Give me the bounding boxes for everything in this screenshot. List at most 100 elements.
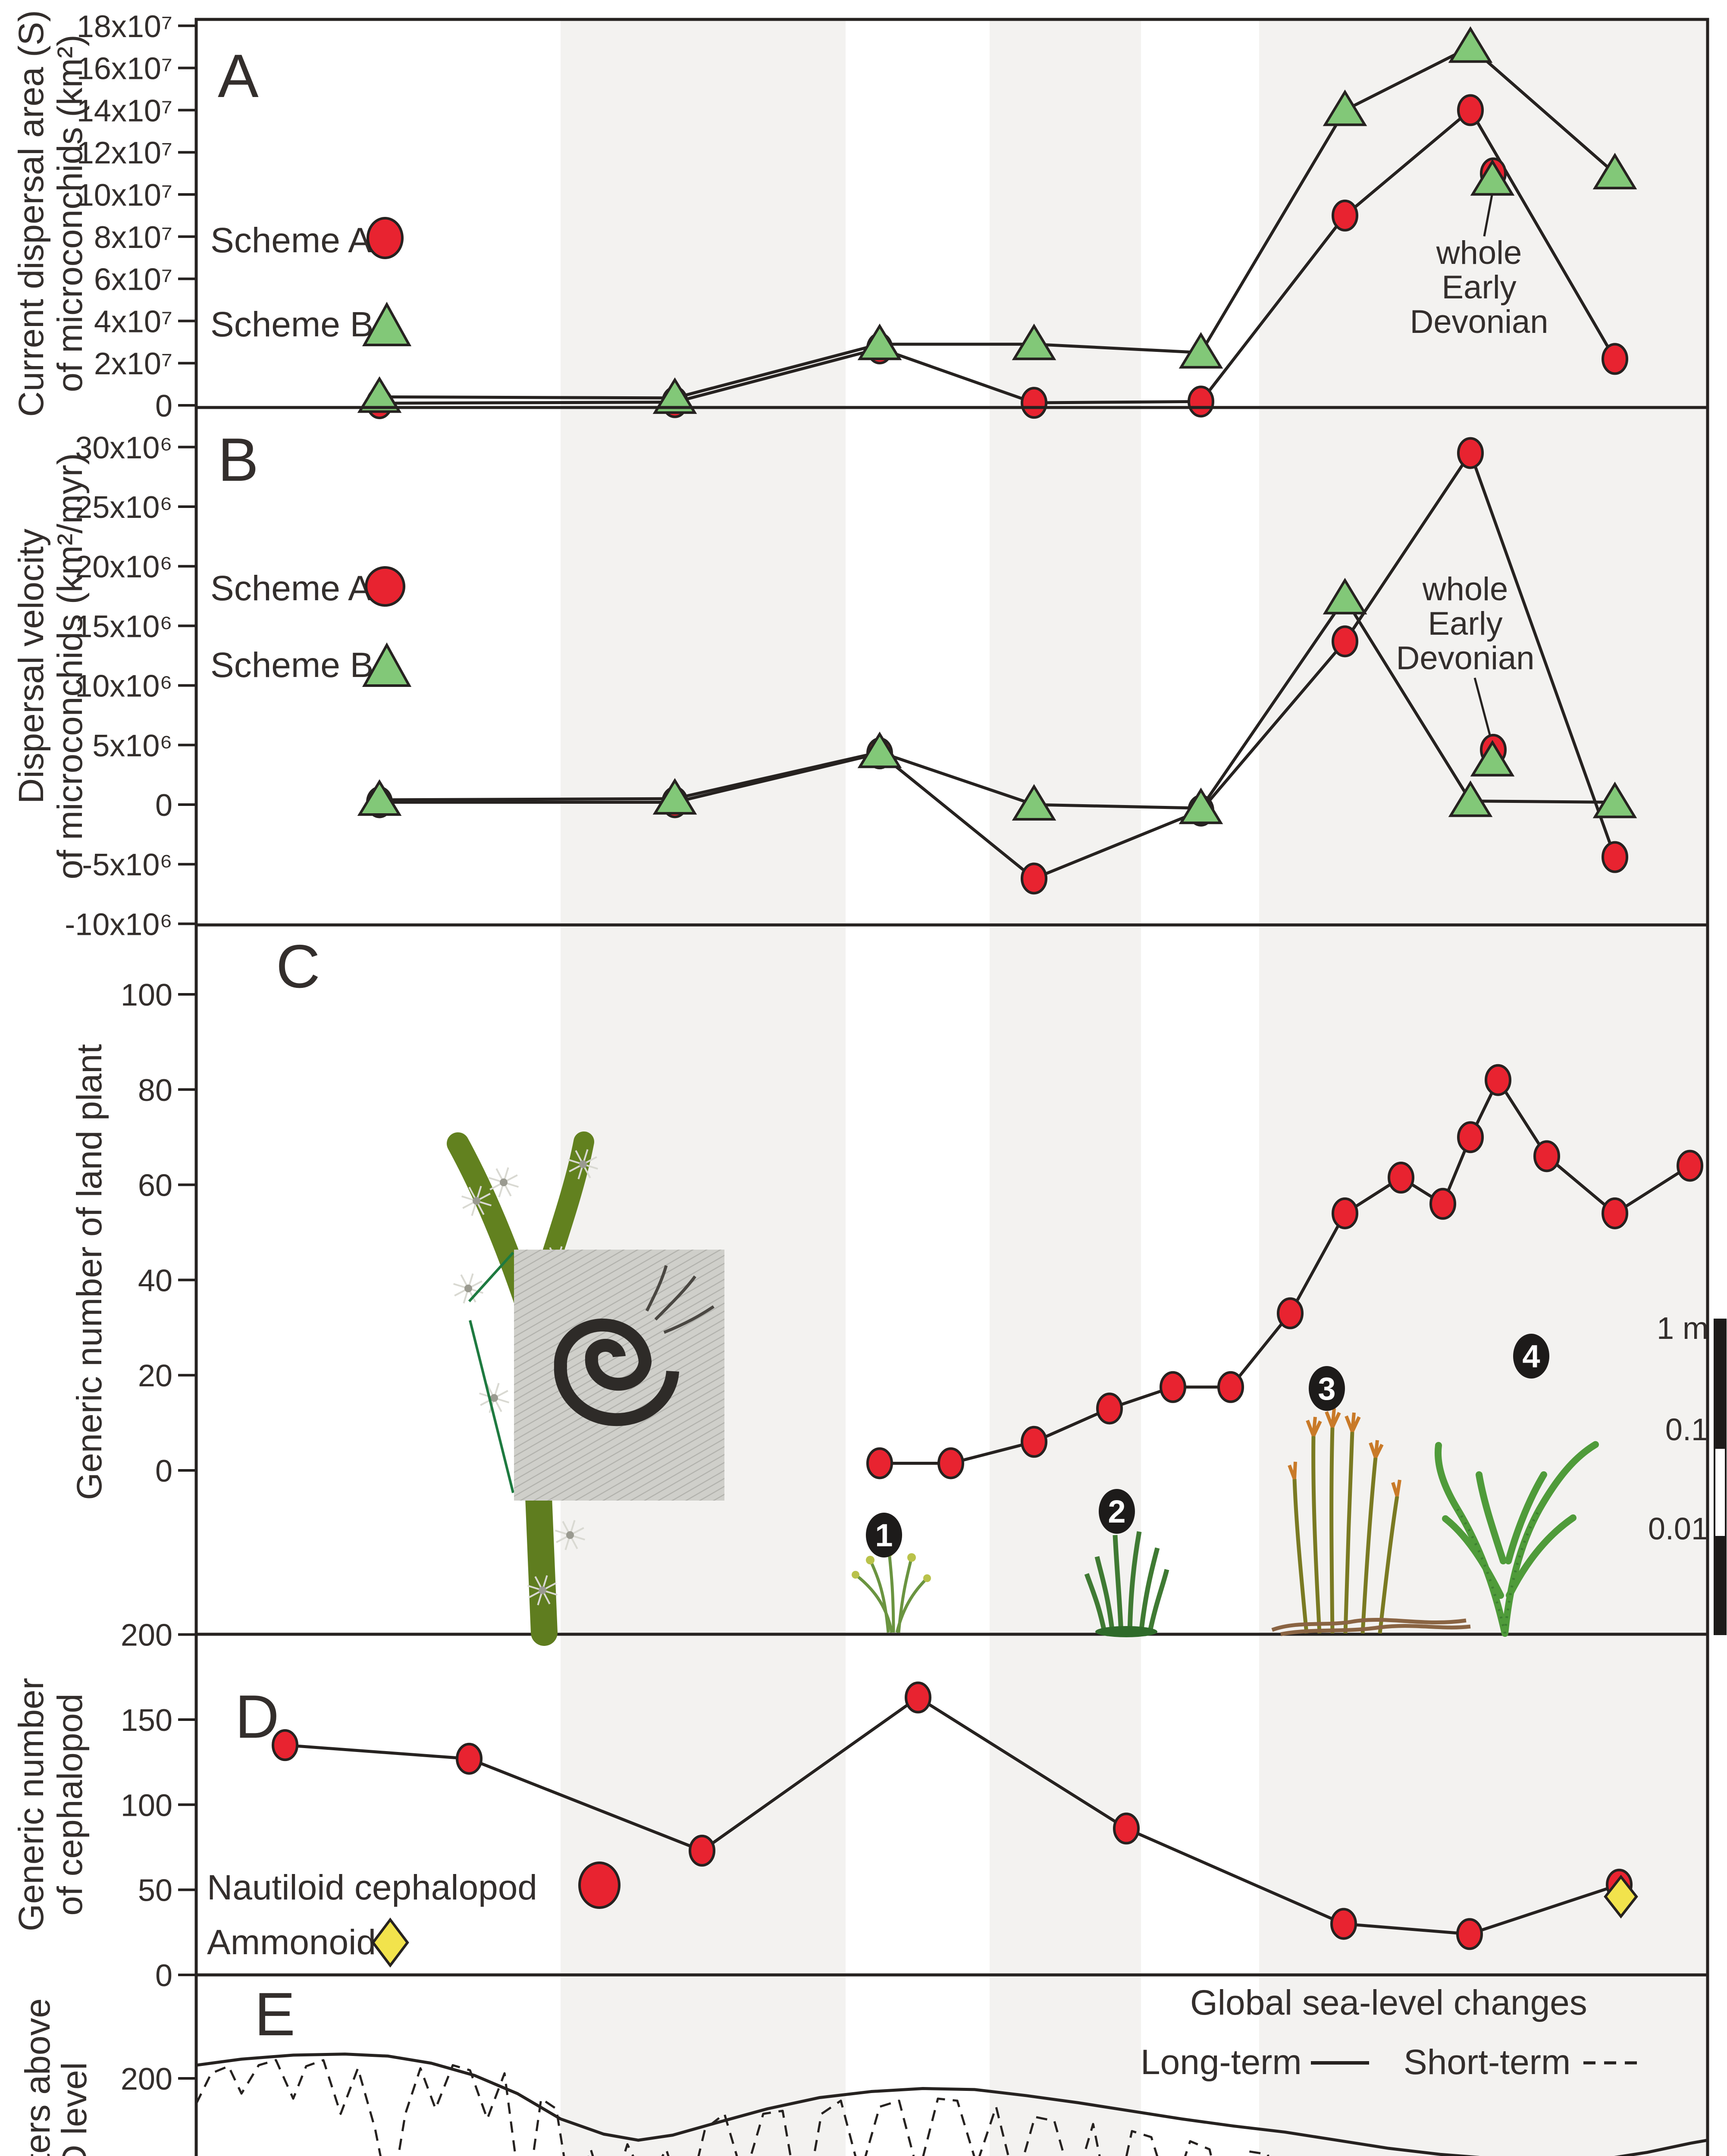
panel-e-legend: Global sea-level changes Long-term Short… xyxy=(1141,1983,1645,2082)
data-point-circle xyxy=(905,1681,931,1714)
data-point-triangle xyxy=(1592,153,1637,190)
long-term-label: Long-term xyxy=(1141,2043,1302,2082)
data-point-triangle xyxy=(357,376,402,413)
annot-line1: whole xyxy=(1436,235,1522,271)
plant3-stems xyxy=(1292,1427,1399,1634)
y-tick-label: 0 xyxy=(155,1454,172,1489)
panel-a-label: A xyxy=(218,42,259,110)
plant4-branches xyxy=(1435,1441,1599,1637)
plant-sketch-4-lycopsid xyxy=(1435,1441,1599,1637)
panel-b-annotation: whole Early Devonian xyxy=(1396,571,1535,737)
data-point-triangle xyxy=(652,778,697,815)
star-center xyxy=(539,1586,546,1594)
data-point-circle xyxy=(456,1742,483,1775)
scheme-a-circle-icon xyxy=(367,217,404,259)
data-point-diamond xyxy=(1604,1874,1638,1919)
data-point-circle xyxy=(1113,1812,1140,1845)
data-point-circle xyxy=(1485,1064,1511,1096)
data-point-triangle xyxy=(1448,26,1493,63)
plant3-orange-spikes xyxy=(1288,1408,1401,1497)
badge-1: 1 xyxy=(866,1513,902,1557)
legend-ammonoid-label: Ammonoid xyxy=(207,1923,376,1962)
plant1-sporangium xyxy=(907,1553,916,1562)
y-tick-label: 30x10⁶ xyxy=(75,431,172,465)
microconchid-star xyxy=(479,1383,509,1413)
y-tick-label: 5x10⁶ xyxy=(92,729,172,763)
short-term-label: Short-term xyxy=(1404,2043,1570,2082)
y-tick-label: 150 xyxy=(121,1703,172,1738)
plant-height-scale-bar: 1 m 0.1 0.01 xyxy=(1648,1311,1727,1635)
panel-b-legend: Scheme A Scheme B xyxy=(210,566,412,687)
data-point-circle xyxy=(1332,1197,1358,1229)
scale-label-001: 0.01 xyxy=(1648,1512,1708,1546)
y-tick-label: 0 xyxy=(155,788,172,823)
data-point-circle xyxy=(1456,1918,1483,1950)
badge-circle xyxy=(1513,1334,1549,1379)
plant-sketch-2 xyxy=(1084,1531,1169,1637)
data-point-circle xyxy=(866,1447,893,1479)
panel-a-legend: Scheme A Scheme B xyxy=(210,217,412,346)
scale-bar-bottom-segment xyxy=(1714,1536,1726,1634)
data-point-triangle xyxy=(1470,159,1515,196)
y-tick-label: 10x10⁶ xyxy=(75,669,172,704)
series-line-nautiloid-cephalopod xyxy=(285,1695,1620,1936)
panel-a-ytitle-line2: of microconchids (km²) xyxy=(50,34,90,392)
y-tick-label: 15x10⁶ xyxy=(75,609,172,644)
scheme-b-triangle-icon xyxy=(362,642,412,687)
y-tick-label: -10x10⁶ xyxy=(65,907,172,942)
panel-a-annotation: whole Early Devonian xyxy=(1410,194,1548,340)
legend-scheme-a-label: Scheme A xyxy=(210,221,372,260)
legend-scheme-b-label: Scheme B xyxy=(210,646,373,685)
data-point-triangle xyxy=(1178,787,1223,824)
microconchid-tentacles xyxy=(645,1265,715,1334)
data-point-circle xyxy=(689,1834,715,1867)
plant-number-badges: 1 2 3 4 xyxy=(866,1334,1549,1557)
badge-circle xyxy=(866,1513,902,1557)
y-tick-label: 14x10⁷ xyxy=(77,94,172,128)
panel-c-label: C xyxy=(276,932,320,1001)
annot-line3: Devonian xyxy=(1396,640,1534,677)
annot-line2: Early xyxy=(1442,269,1516,306)
data-point-triangle xyxy=(857,731,902,768)
y-tick-label: 8x10⁷ xyxy=(94,220,172,255)
data-point-circle xyxy=(1388,1162,1414,1194)
y-tick-label: 20x10⁶ xyxy=(75,550,172,584)
background-stripes xyxy=(561,19,1708,2156)
data-point-circle xyxy=(1602,1197,1628,1229)
data-point-circle xyxy=(1602,343,1628,375)
sea-level-long-term-curve xyxy=(196,2053,1708,2156)
data-point-circle xyxy=(1330,1908,1357,1940)
y-tick-label: 16x10⁷ xyxy=(77,52,172,86)
background-stripe xyxy=(1259,19,1708,2156)
y-tick-label: 20 xyxy=(138,1359,172,1393)
y-tick-label: 0 xyxy=(155,1959,172,1993)
panel-b-ytitle-line2: of microconchids (km²/myr) xyxy=(50,453,90,880)
plant1-stems xyxy=(854,1552,928,1633)
y-tick-label: 80 xyxy=(138,1073,172,1108)
data-point-circle xyxy=(272,1729,298,1761)
badge-number: 2 xyxy=(1108,1494,1125,1529)
badge-circle xyxy=(1099,1489,1135,1534)
badge-4: 4 xyxy=(1513,1334,1549,1379)
badge-number: 1 xyxy=(875,1517,893,1553)
y-tick-label: -5x10⁶ xyxy=(82,848,172,882)
series-line-scheme-a xyxy=(379,108,1617,405)
data-point-circle xyxy=(1602,841,1628,873)
scale-bar-top-segment xyxy=(1714,1319,1726,1449)
data-point-triangle xyxy=(1178,332,1223,369)
plant1-sporangium xyxy=(866,1556,874,1564)
data-point-circle xyxy=(937,1447,964,1479)
y-tick-label: 50 xyxy=(138,1874,172,1908)
y-tick-label: 25x10⁶ xyxy=(75,490,172,525)
plant1-sporangium xyxy=(852,1571,859,1579)
plant-sketch-3 xyxy=(1271,1408,1471,1636)
annot-line3: Devonian xyxy=(1410,304,1548,340)
star-center xyxy=(464,1285,472,1292)
y-tick-label: 200 xyxy=(121,1618,172,1653)
panel-d-ytitle-line2: of cephalopod xyxy=(50,1693,90,1915)
data-point-triangle xyxy=(1012,323,1056,360)
scale-label-1m: 1 m xyxy=(1657,1311,1708,1346)
panel-e-label: E xyxy=(254,1980,295,2049)
data-point-triangle xyxy=(1470,740,1515,777)
data-point-triangle xyxy=(1448,780,1493,817)
